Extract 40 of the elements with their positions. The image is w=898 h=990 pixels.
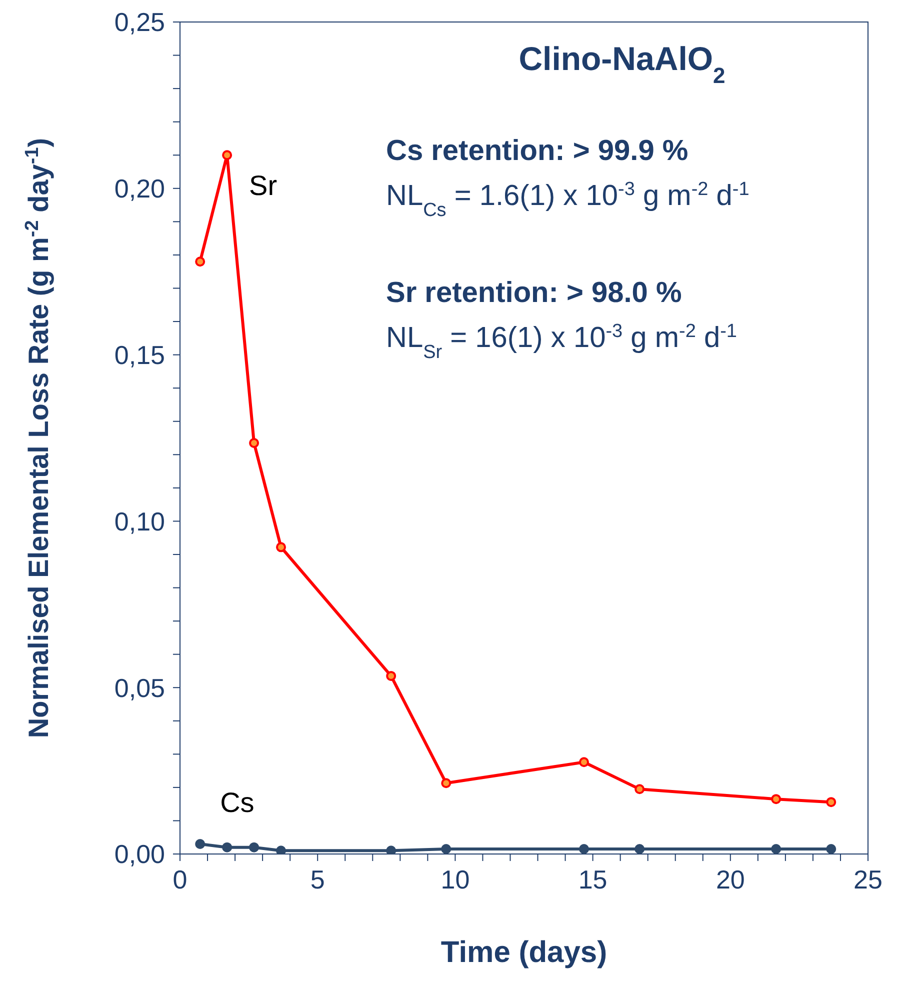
y-tick-label: 0,10	[114, 506, 165, 536]
point	[276, 542, 286, 552]
point	[634, 844, 645, 854]
y-tick-label: 0,00	[114, 839, 165, 870]
point	[771, 794, 782, 804]
x-tick-label: 25	[854, 864, 882, 894]
point	[578, 844, 589, 854]
x-tick-label: 20	[716, 864, 745, 894]
x-tick-label: 5	[310, 864, 325, 894]
y-tick-label: 0,05	[114, 672, 165, 703]
text: Clino-NaAlO$_{2}$	[518, 40, 726, 88]
point	[249, 842, 260, 852]
point	[276, 846, 286, 854]
point	[578, 757, 589, 768]
point	[771, 844, 782, 854]
point	[249, 438, 260, 448]
point	[634, 784, 645, 794]
annotation: Sr retention: > 98.0 %	[386, 277, 682, 309]
x-axis-title: Time (days)	[440, 936, 608, 969]
series-label: Cs	[220, 787, 254, 818]
y-tick-label: 0,20	[114, 174, 165, 204]
y-tick-label: 0,25	[114, 7, 165, 38]
x-tick-label: 15	[578, 864, 608, 894]
series-label: Sr	[249, 170, 278, 202]
annotation: Cs retention: > 99.9 %	[386, 135, 688, 167]
annotation: NL$_{Sr}$ = 16(1) x 10$^{-3}$ g m$^{-2}$ d$^{-1}$	[386, 320, 738, 362]
y-tick-label: 0,15	[114, 340, 165, 370]
point	[222, 842, 232, 852]
point	[195, 256, 206, 267]
point	[195, 839, 206, 850]
point	[826, 844, 836, 854]
point	[441, 844, 452, 854]
annotation: NL$_{Cs}$ = 1.6(1) x 10$^{-3}$ g m$^{-2}$ d$^{-1}$	[386, 178, 750, 220]
point	[826, 797, 836, 808]
point	[441, 778, 452, 788]
x-tick-label: 10	[440, 864, 470, 894]
point	[386, 670, 396, 681]
point	[386, 846, 396, 854]
x-tick-label: 0	[172, 864, 188, 894]
point	[222, 150, 232, 160]
